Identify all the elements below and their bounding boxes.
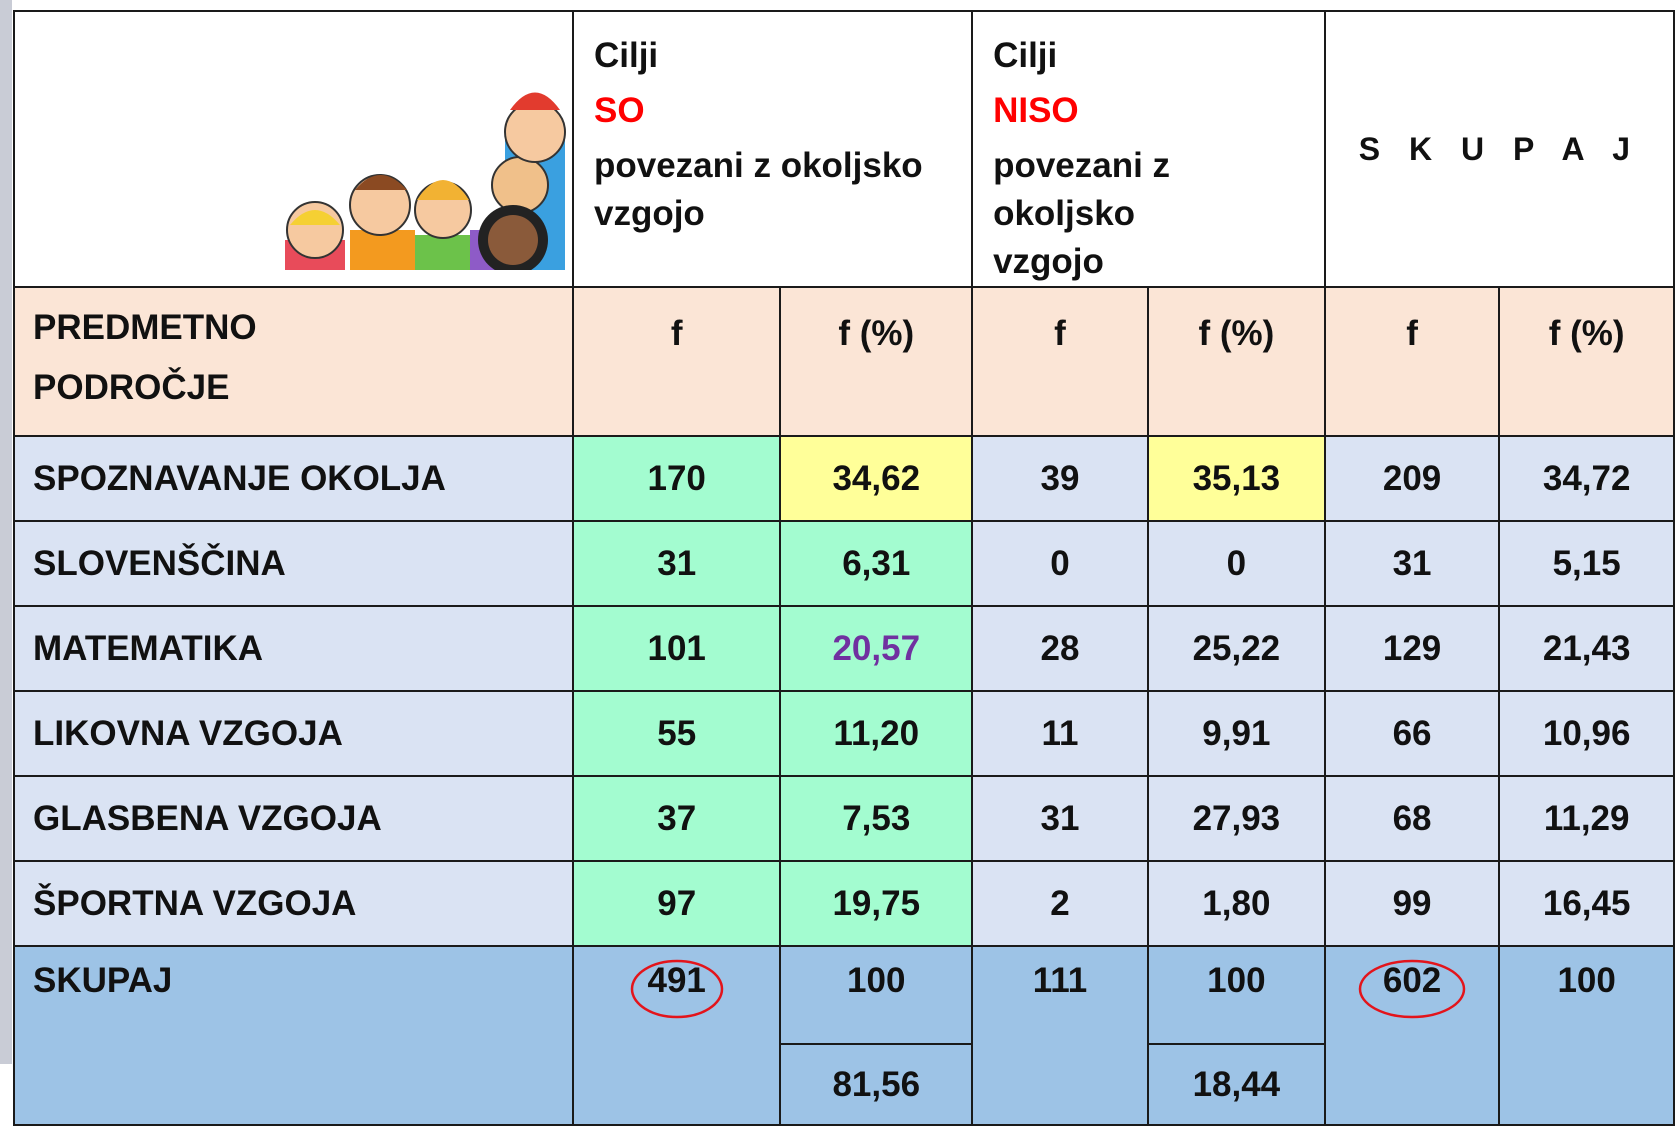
subject: ŠPORTNA VZGOJA: [14, 861, 573, 946]
so-line3: povezani z okoljsko vzgojo: [594, 138, 953, 238]
total-header: S K U P A J: [1325, 11, 1674, 287]
total-label: SKUPAJ: [14, 946, 573, 1125]
subject-label: PREDMETNO PODROČJE: [14, 287, 573, 436]
subject: GLASBENA VZGOJA: [14, 776, 573, 861]
niso-header: Cilji NISO povezani z okoljsko vzgojo: [972, 11, 1325, 287]
total-value: 491: [648, 961, 706, 1000]
cell: 31: [972, 776, 1148, 861]
cell: 1,80: [1148, 861, 1325, 946]
cell: 66: [1325, 691, 1500, 776]
cell: 34,72: [1499, 436, 1674, 521]
cell: 101: [573, 606, 780, 691]
cell: 27,93: [1148, 776, 1325, 861]
cell: 21,43: [1499, 606, 1674, 691]
total-cell: 602: [1325, 946, 1500, 1125]
total-cell: 100: [1499, 946, 1674, 1125]
results-table: Cilji SO povezani z okoljsko vzgojo Cilj…: [13, 10, 1675, 1126]
cell: 129: [1325, 606, 1500, 691]
column-header: f: [1325, 287, 1500, 436]
cell: 5,15: [1499, 521, 1674, 606]
niso-line3: povezani z okoljsko vzgojo: [993, 138, 1253, 286]
illustration: [14, 11, 573, 287]
total-value: 602: [1383, 961, 1441, 1000]
share-cell: 18,44: [1148, 1044, 1325, 1125]
cell: 55: [573, 691, 780, 776]
total-cell: 100: [1148, 946, 1325, 1044]
column-header: f (%): [780, 287, 972, 436]
kids-illustration: [15, 30, 570, 270]
column-header: f (%): [1499, 287, 1674, 436]
cell: 170: [573, 436, 780, 521]
cell: 2: [972, 861, 1148, 946]
cell: 19,75: [780, 861, 972, 946]
cell: 20,57: [780, 606, 972, 691]
column-header: f: [972, 287, 1148, 436]
so-line1: Cilji: [594, 28, 953, 83]
so-header: Cilji SO povezani z okoljsko vzgojo: [573, 11, 972, 287]
cell: 37: [573, 776, 780, 861]
subject: LIKOVNA VZGOJA: [14, 691, 573, 776]
column-header: f: [573, 287, 780, 436]
cell: 209: [1325, 436, 1500, 521]
subject: MATEMATIKA: [14, 606, 573, 691]
so-highlight: SO: [594, 83, 953, 138]
cell: 97: [573, 861, 780, 946]
cell: 9,91: [1148, 691, 1325, 776]
cell: 11,29: [1499, 776, 1674, 861]
cell: 0: [1148, 521, 1325, 606]
subject: SLOVENŠČINA: [14, 521, 573, 606]
cell: 35,13: [1148, 436, 1325, 521]
cell: 16,45: [1499, 861, 1674, 946]
cell: 28: [972, 606, 1148, 691]
cell: 25,22: [1148, 606, 1325, 691]
cell: 99: [1325, 861, 1500, 946]
niso-line1: Cilji: [993, 28, 1306, 83]
cell: 31: [573, 521, 780, 606]
column-header: f (%): [1148, 287, 1325, 436]
cell: 34,62: [780, 436, 972, 521]
total-cell: 100: [780, 946, 972, 1044]
cell: 10,96: [1499, 691, 1674, 776]
total-cell: 491: [573, 946, 780, 1125]
page: {"header": { "so": {"line1": "Cilji", "h…: [0, 0, 1675, 1064]
cell: 68: [1325, 776, 1500, 861]
subject: SPOZNAVANJE OKOLJA: [14, 436, 573, 521]
cell: 31: [1325, 521, 1500, 606]
cell: 0: [972, 521, 1148, 606]
cell: 6,31: [780, 521, 972, 606]
cell: 11,20: [780, 691, 972, 776]
subject-label-text: PREDMETNO PODROČJE: [33, 298, 273, 418]
share-cell: 81,56: [780, 1044, 972, 1125]
cell: 11: [972, 691, 1148, 776]
cell: 39: [972, 436, 1148, 521]
total-cell: 111: [972, 946, 1148, 1125]
cell: 7,53: [780, 776, 972, 861]
niso-highlight: NISO: [993, 83, 1306, 138]
